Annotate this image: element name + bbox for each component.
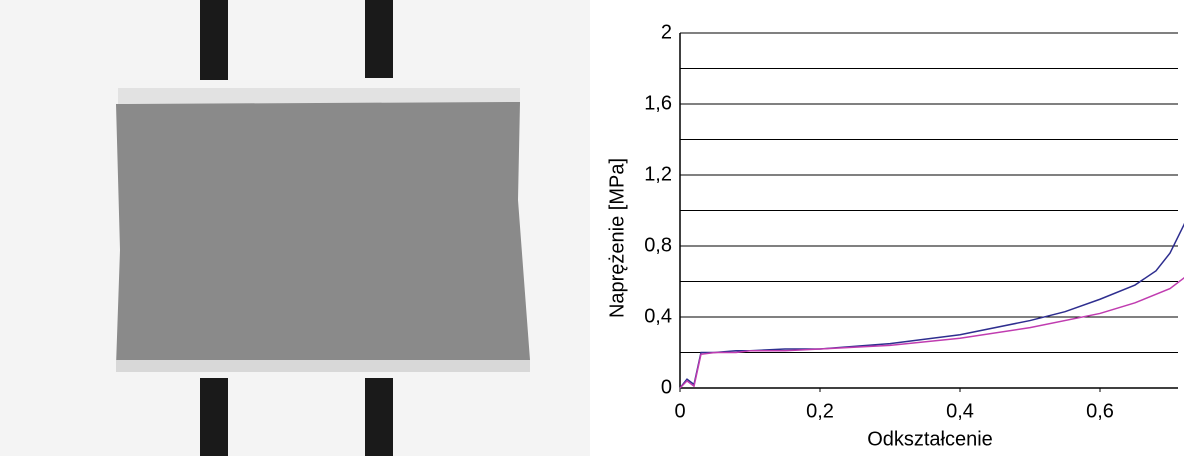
x-axis-title: Odkształcenie <box>867 428 993 450</box>
y-tick-label: 0,4 <box>644 305 672 327</box>
specimen-photo <box>0 0 590 456</box>
y-tick-label: 0,8 <box>644 234 672 256</box>
y-tick-label: 2 <box>661 21 672 43</box>
clamp-rod <box>365 0 393 78</box>
platen <box>118 88 520 106</box>
x-tick-label: 0,4 <box>946 400 974 422</box>
y-tick-label: 1,6 <box>644 92 672 114</box>
x-tick-label: 0,6 <box>1086 400 1114 422</box>
x-tick-label: 0 <box>674 400 685 422</box>
clamp-rod <box>365 378 393 456</box>
y-tick-label: 0 <box>661 376 672 398</box>
foam-sample <box>116 102 530 366</box>
y-axis-title: Naprężenie [MPa] <box>606 158 628 318</box>
x-tick-label: 0,2 <box>806 400 834 422</box>
platen <box>116 360 530 372</box>
clamp-rod <box>200 378 228 456</box>
data-line <box>679 276 1184 389</box>
clamp-rod <box>200 0 228 80</box>
y-tick-label: 1,2 <box>644 163 672 185</box>
